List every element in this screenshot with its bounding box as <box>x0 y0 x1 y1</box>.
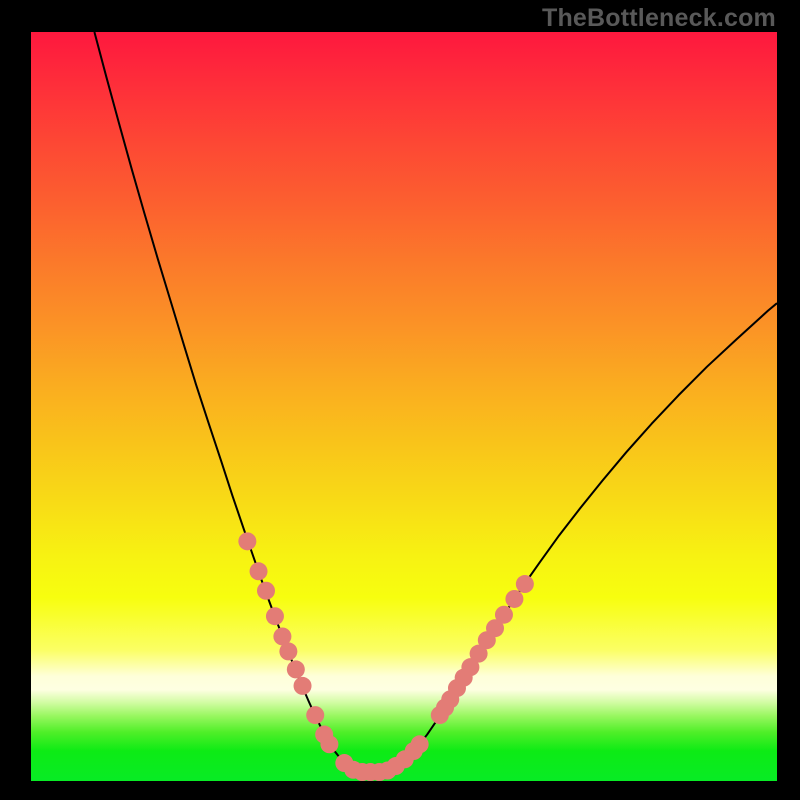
data-marker <box>279 642 297 660</box>
data-marker <box>287 660 305 678</box>
data-marker <box>320 735 338 753</box>
data-marker <box>266 607 284 625</box>
data-marker <box>306 706 324 724</box>
chart-svg <box>0 0 800 800</box>
chart-frame: TheBottleneck.com <box>0 0 800 800</box>
data-marker <box>238 532 256 550</box>
watermark-text: TheBottleneck.com <box>542 4 776 33</box>
data-marker <box>505 590 523 608</box>
data-marker <box>411 735 429 753</box>
data-marker <box>294 677 312 695</box>
data-marker <box>250 562 268 580</box>
data-marker <box>257 582 275 600</box>
plot-background <box>31 32 777 781</box>
data-marker <box>495 606 513 624</box>
data-marker <box>516 575 534 593</box>
